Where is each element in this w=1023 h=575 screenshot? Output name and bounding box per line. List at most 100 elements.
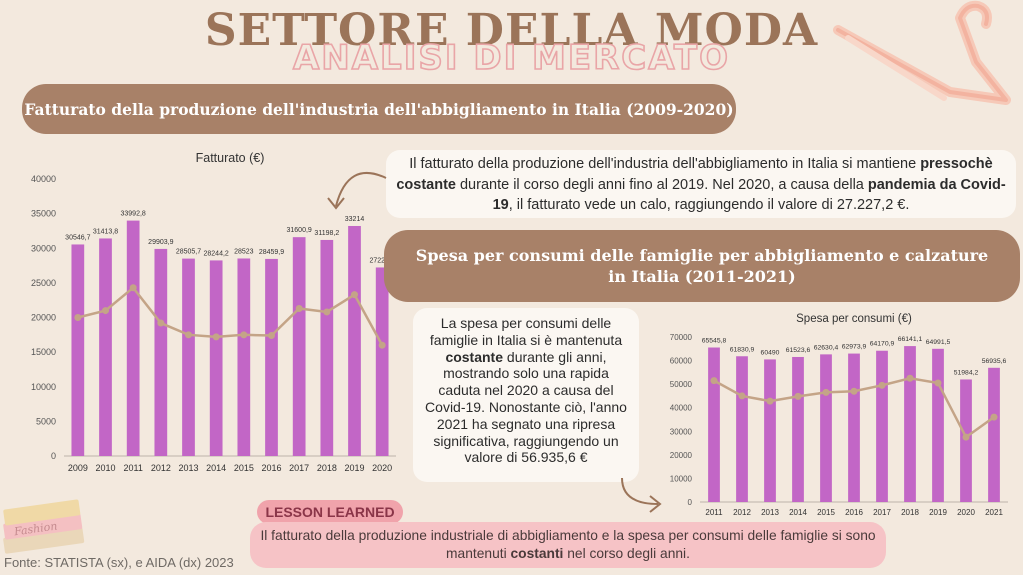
bar <box>320 239 334 456</box>
bar <box>932 348 944 502</box>
y-tick-label: 25000 <box>31 278 56 288</box>
trend-point <box>990 413 998 421</box>
arrow-icon-2 <box>621 477 662 513</box>
section1-banner: Fatturato della produzione dell'industri… <box>22 84 736 134</box>
data-label: 28523 <box>234 248 254 255</box>
trend-point <box>906 374 914 382</box>
lesson-highlight: costanti <box>510 546 564 561</box>
trend-point <box>794 392 802 400</box>
data-label: 56935,6 <box>982 358 1007 365</box>
x-tick-label: 2011 <box>123 463 142 473</box>
y-tick-label: 10000 <box>670 474 693 483</box>
note2-highlight-1: costante <box>445 348 504 365</box>
y-tick-label: 20000 <box>670 451 693 460</box>
trend-point <box>878 381 886 389</box>
bar <box>960 379 972 502</box>
note1-highlight-2: pandemia da Covid-19 <box>492 176 1006 214</box>
x-tick-label: 2015 <box>817 508 835 517</box>
lesson-text-1: Il fatturato della produzione industrial… <box>260 528 876 561</box>
source-note: Fonte: STATISTA (sx), e AIDA (dx) 2023 <box>4 555 234 570</box>
data-label: 66141,1 <box>898 336 923 343</box>
y-tick-label: 15000 <box>31 347 56 357</box>
note2-text-1: La spesa per consumi delle famiglie in I… <box>429 315 623 348</box>
trend-point <box>268 332 275 340</box>
x-tick-label: 2018 <box>901 508 919 517</box>
x-tick-label: 2010 <box>95 463 115 473</box>
data-label: 31413,8 <box>93 228 118 235</box>
bar <box>764 359 776 502</box>
trend-point <box>934 379 942 387</box>
x-tick-label: 2018 <box>317 463 337 473</box>
bar <box>237 258 251 456</box>
data-label: 30546,7 <box>65 234 90 241</box>
section1-note: Il fatturato della produzione dell'indus… <box>386 150 1016 218</box>
data-label: 28459,9 <box>259 249 284 256</box>
x-tick-label: 2021 <box>985 508 1003 517</box>
bar <box>904 346 916 502</box>
x-tick-label: 2013 <box>178 463 198 473</box>
data-label: 61523,6 <box>786 347 811 354</box>
page-subtitle: ANALISI DI MERCATO <box>292 37 731 79</box>
x-tick-label: 2017 <box>289 463 309 473</box>
data-label: 33992,8 <box>121 211 146 218</box>
data-label: 60490 <box>761 349 780 356</box>
x-tick-label: 2020 <box>957 508 975 517</box>
y-tick-label: 30000 <box>31 243 56 253</box>
data-label: 29903,9 <box>148 239 173 246</box>
y-tick-label: 0 <box>51 451 56 461</box>
arrow-icon <box>327 172 387 210</box>
data-label: 64991,5 <box>926 339 951 346</box>
trend-point <box>738 392 746 400</box>
lesson-badge: LESSON LEARNED <box>257 500 403 524</box>
note1-highlight-1: pressochè costante <box>396 156 993 193</box>
y-tick-label: 30000 <box>670 427 693 436</box>
trend-point <box>185 331 192 339</box>
chart-spesa: Spesa per consumi (€) 0 10000 20000 30000 400… <box>670 313 1008 517</box>
bar <box>182 258 195 456</box>
lesson-text-2: nel corso degli anni. <box>563 546 690 561</box>
bar <box>792 356 804 502</box>
note1-text-2: durante il corso degli anni fino al 2019… <box>455 176 868 193</box>
books-icon: Fashion <box>3 499 85 554</box>
x-tick-label: 2012 <box>151 463 171 473</box>
trend-point <box>74 314 82 321</box>
trend-point <box>212 333 220 341</box>
hanger-icon <box>833 0 1011 105</box>
x-tick-label: 2012 <box>733 508 751 517</box>
trend-point <box>710 377 718 385</box>
bar <box>99 238 112 456</box>
x-tick-label: 2019 <box>929 508 947 517</box>
x-tick-label: 2015 <box>234 463 254 473</box>
x-tick-label: 2016 <box>845 508 863 517</box>
bar <box>154 248 168 456</box>
bar <box>736 356 748 502</box>
note1-text-1: Il fatturato della produzione dell'indus… <box>409 156 921 172</box>
trend-line <box>77 285 384 346</box>
data-label: 28505,7 <box>176 249 201 256</box>
x-tick-label: 2014 <box>206 463 226 473</box>
bar <box>375 267 389 456</box>
bar <box>988 367 1000 502</box>
bar <box>71 244 85 456</box>
data-label: 28244,2 <box>204 250 229 257</box>
data-label: 33214 <box>345 216 365 223</box>
trend-point <box>323 308 331 316</box>
data-label: 31198,2 <box>314 230 339 237</box>
bar <box>209 260 223 456</box>
trend-point <box>157 319 165 327</box>
data-label: 65545,8 <box>702 337 727 344</box>
y-tick-label: 40000 <box>670 404 693 413</box>
y-tick-label: 60000 <box>670 357 693 366</box>
lesson-text: Il fatturato della produzione industrial… <box>250 522 886 568</box>
chart-title: Spesa per consumi (€) <box>796 313 912 325</box>
trend-point <box>351 291 358 299</box>
bar <box>820 354 832 502</box>
bar <box>265 258 278 456</box>
trend-point <box>766 397 774 405</box>
data-label: 31600,9 <box>287 227 312 234</box>
data-label: 62973,9 <box>842 344 867 351</box>
y-tick-label: 10000 <box>31 382 56 392</box>
trend-point <box>850 387 858 395</box>
book-label: Fashion <box>12 519 58 538</box>
bar <box>848 353 860 502</box>
